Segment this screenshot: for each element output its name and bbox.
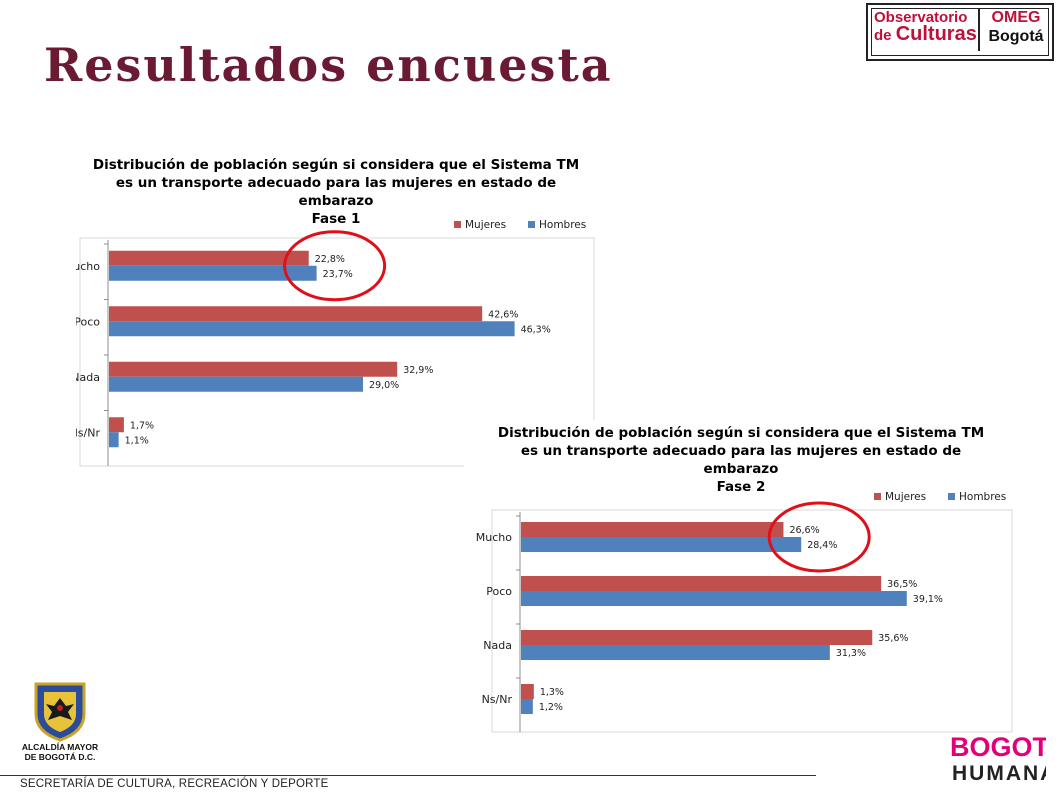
data-label: 1,1%: [125, 435, 149, 446]
legend-label: Hombres: [959, 491, 1006, 503]
highlight-circle: [767, 501, 871, 573]
plot-area-border: [79, 237, 595, 467]
data-label: 23,7%: [323, 269, 353, 280]
category-label: Mucho: [476, 531, 512, 544]
chart-title-line: embarazo: [298, 193, 374, 209]
category-label: Ns/Nr: [482, 693, 513, 706]
bogota-coat-of-arms-icon: [34, 682, 86, 742]
category-label: Nada: [483, 639, 512, 652]
legend-swatch-mujeres: [874, 493, 881, 500]
data-label: 35,6%: [878, 633, 908, 644]
data-label: 31,3%: [836, 648, 866, 659]
data-label: 1,3%: [540, 687, 564, 698]
bar-hombres: [521, 537, 802, 552]
data-label: 46,3%: [521, 324, 551, 335]
data-label: 39,1%: [913, 594, 943, 605]
data-label: 42,6%: [488, 309, 518, 320]
legend-swatch-mujeres: [454, 221, 461, 228]
plot-area-border: [491, 509, 1013, 733]
data-label: 26,6%: [789, 525, 819, 536]
legend-label: Mujeres: [885, 491, 926, 503]
chart-title-line: Fase 2: [716, 479, 766, 495]
bar-mujeres: [109, 361, 398, 377]
bar-hombres: [521, 699, 533, 714]
bar-hombres: [521, 645, 830, 660]
bar-hombres: [109, 321, 515, 337]
omeg-logo-text: OMEG Bogotá: [984, 9, 1048, 47]
legend-label: Mujeres: [465, 219, 506, 231]
legend-swatch-hombres: [948, 493, 955, 500]
chart-title-line: es un transporte adecuado para las mujer…: [115, 175, 557, 191]
chart-title-line: es un transporte adecuado para las mujer…: [520, 443, 962, 459]
alcaldia-line-1: ALCALDÍA MAYOR: [21, 742, 99, 752]
legend-label: Hombres: [539, 219, 586, 231]
bar-mujeres: [521, 684, 534, 699]
chart-fase-2: Distribución de población según si consi…: [464, 420, 1018, 740]
data-label: 22,8%: [315, 254, 345, 265]
bar-hombres: [109, 376, 364, 392]
category-label: Mucho: [76, 260, 100, 273]
bogota-humana-logo: BOGOTÁ HUMANA: [950, 731, 1046, 784]
chart-title-line: embarazo: [703, 461, 779, 477]
bar-mujeres: [521, 576, 882, 591]
data-label: 32,9%: [403, 365, 433, 376]
chart-title-line: Fase 1: [311, 211, 361, 227]
alcaldia-line-2: DE BOGOTÁ D.C.: [24, 752, 96, 762]
footer-text: SECRETARÍA DE CULTURA, RECREACIÓN Y DEPO…: [20, 778, 329, 790]
chart-title-line: Distribución de población según si consi…: [92, 157, 580, 173]
slide-title: Resultados encuesta: [44, 38, 613, 92]
logo-line-culturas: Culturas: [895, 23, 977, 45]
bar-mujeres: [521, 522, 784, 537]
alcaldia-logo-text: ALCALDÍA MAYOR DE BOGOTÁ D.C.: [14, 742, 106, 762]
data-label: 36,5%: [887, 579, 917, 590]
observatorio-logo-text: Observatorio de Culturas: [874, 9, 977, 44]
bar-hombres: [109, 432, 119, 448]
highlight-circle: [283, 230, 387, 302]
category-label: Ns/Nr: [76, 426, 100, 439]
footer-divider: [0, 775, 816, 776]
category-label: Poco: [486, 585, 512, 598]
bar-hombres: [521, 591, 907, 606]
chart-title: Distribución de población según si consi…: [76, 156, 596, 228]
bar-mujeres: [109, 250, 309, 266]
data-label: 29,0%: [369, 380, 399, 391]
observatorio-culturas-logo: Observatorio de Culturas OMEG Bogotá: [866, 3, 1054, 61]
bar-mujeres: [109, 306, 483, 322]
chart-fase-1: Distribución de población según si consi…: [76, 152, 596, 472]
logo-line-observatorio: Observatorio: [874, 9, 968, 26]
bar-mujeres: [521, 630, 873, 645]
legend-swatch-hombres: [528, 221, 535, 228]
bar-hombres: [109, 265, 317, 281]
bar-mujeres: [109, 417, 124, 433]
chart-plot: Mucho 26,6% 28,4% Poco 36,5% 39,1% Nada 35,6% 31…: [476, 491, 1013, 733]
logo-bogota: Bogotá: [988, 28, 1044, 45]
data-label: 1,2%: [539, 702, 563, 713]
data-label: 28,4%: [807, 540, 837, 551]
category-label: Poco: [76, 315, 100, 328]
logo-line-de: de: [874, 27, 896, 44]
logo-omeg: OMEG: [991, 9, 1041, 26]
bogota-humana-line-2: HUMANA: [952, 762, 1046, 784]
chart-title: Distribución de población según si consi…: [464, 424, 1018, 496]
bogota-humana-line-1: BOGOTÁ: [950, 731, 1046, 762]
chart-plot: Mucho 22,8% 23,7% Poco 42,6%46,3% Nada 32,9% 29…: [76, 219, 595, 467]
category-label: Nada: [76, 371, 100, 384]
data-label: 1,7%: [130, 420, 154, 431]
chart-title-line: Distribución de población según si consi…: [497, 425, 985, 441]
